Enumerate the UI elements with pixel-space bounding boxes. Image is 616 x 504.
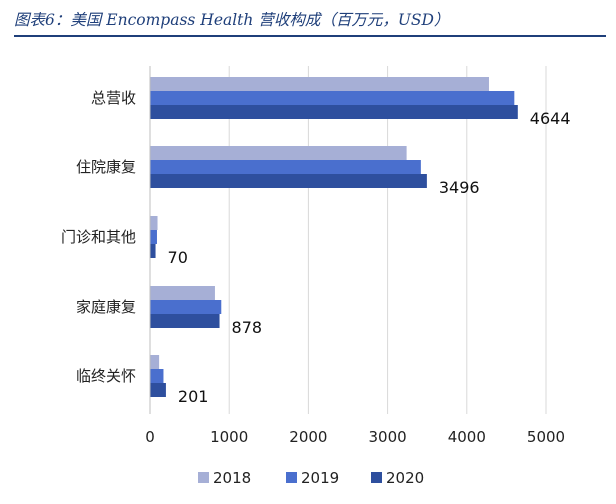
x-tick-label-2000: 2000	[289, 428, 327, 446]
bars	[150, 77, 518, 397]
bar-2020-1	[150, 174, 427, 188]
category-label-3: 家庭康复	[76, 298, 136, 316]
figure-title: 图表6：美国 Encompass Health 营收构成（百万元，USD）	[14, 11, 450, 29]
bar-2019-1	[150, 160, 421, 174]
x-tick-labels: 0 1000 2000 3000 4000 5000	[145, 428, 565, 446]
x-tick-label-0: 0	[145, 428, 155, 446]
bar-2018-1	[150, 146, 407, 160]
category-label-0: 总营收	[91, 89, 136, 107]
x-tick-label-5000: 5000	[527, 428, 565, 446]
gridlines	[228, 66, 547, 414]
legend: 2018 2019 2020	[198, 469, 424, 487]
data-label-4: 201	[178, 387, 209, 406]
legend-swatch-2020	[371, 472, 382, 483]
legend-label-2019: 2019	[301, 469, 339, 487]
bar-2018-0	[150, 77, 489, 91]
legend-swatch-2019	[286, 472, 297, 483]
data-label-1: 3496	[439, 178, 480, 197]
legend-label-2020: 2020	[386, 469, 424, 487]
x-tick-label-4000: 4000	[448, 428, 486, 446]
data-label-0: 4644	[530, 109, 571, 128]
category-label-1: 住院康复	[76, 158, 136, 176]
category-label-4: 临终关怀	[76, 367, 136, 385]
bar-2018-3	[150, 286, 215, 300]
bar-2020-2	[150, 244, 156, 258]
bar-2019-4	[150, 369, 164, 383]
legend-label-2018: 2018	[213, 469, 251, 487]
bar-2019-0	[150, 91, 515, 105]
title-rule	[14, 35, 606, 37]
bar-2018-4	[150, 355, 160, 369]
x-tick-label-3000: 3000	[369, 428, 407, 446]
bar-2020-3	[150, 314, 220, 328]
bar-2020-4	[150, 383, 166, 397]
bar-2019-2	[150, 230, 157, 244]
x-tick-label-1000: 1000	[210, 428, 248, 446]
category-label-2: 门诊和其他	[61, 228, 136, 246]
data-label-3: 878	[232, 318, 263, 337]
legend-swatch-2018	[198, 472, 209, 483]
data-label-2: 70	[168, 248, 188, 267]
bar-2018-2	[150, 216, 158, 230]
data-labels: 4644 3496 70 878 201	[168, 109, 571, 406]
bar-2019-3	[150, 300, 222, 314]
bar-2020-0	[150, 105, 518, 119]
